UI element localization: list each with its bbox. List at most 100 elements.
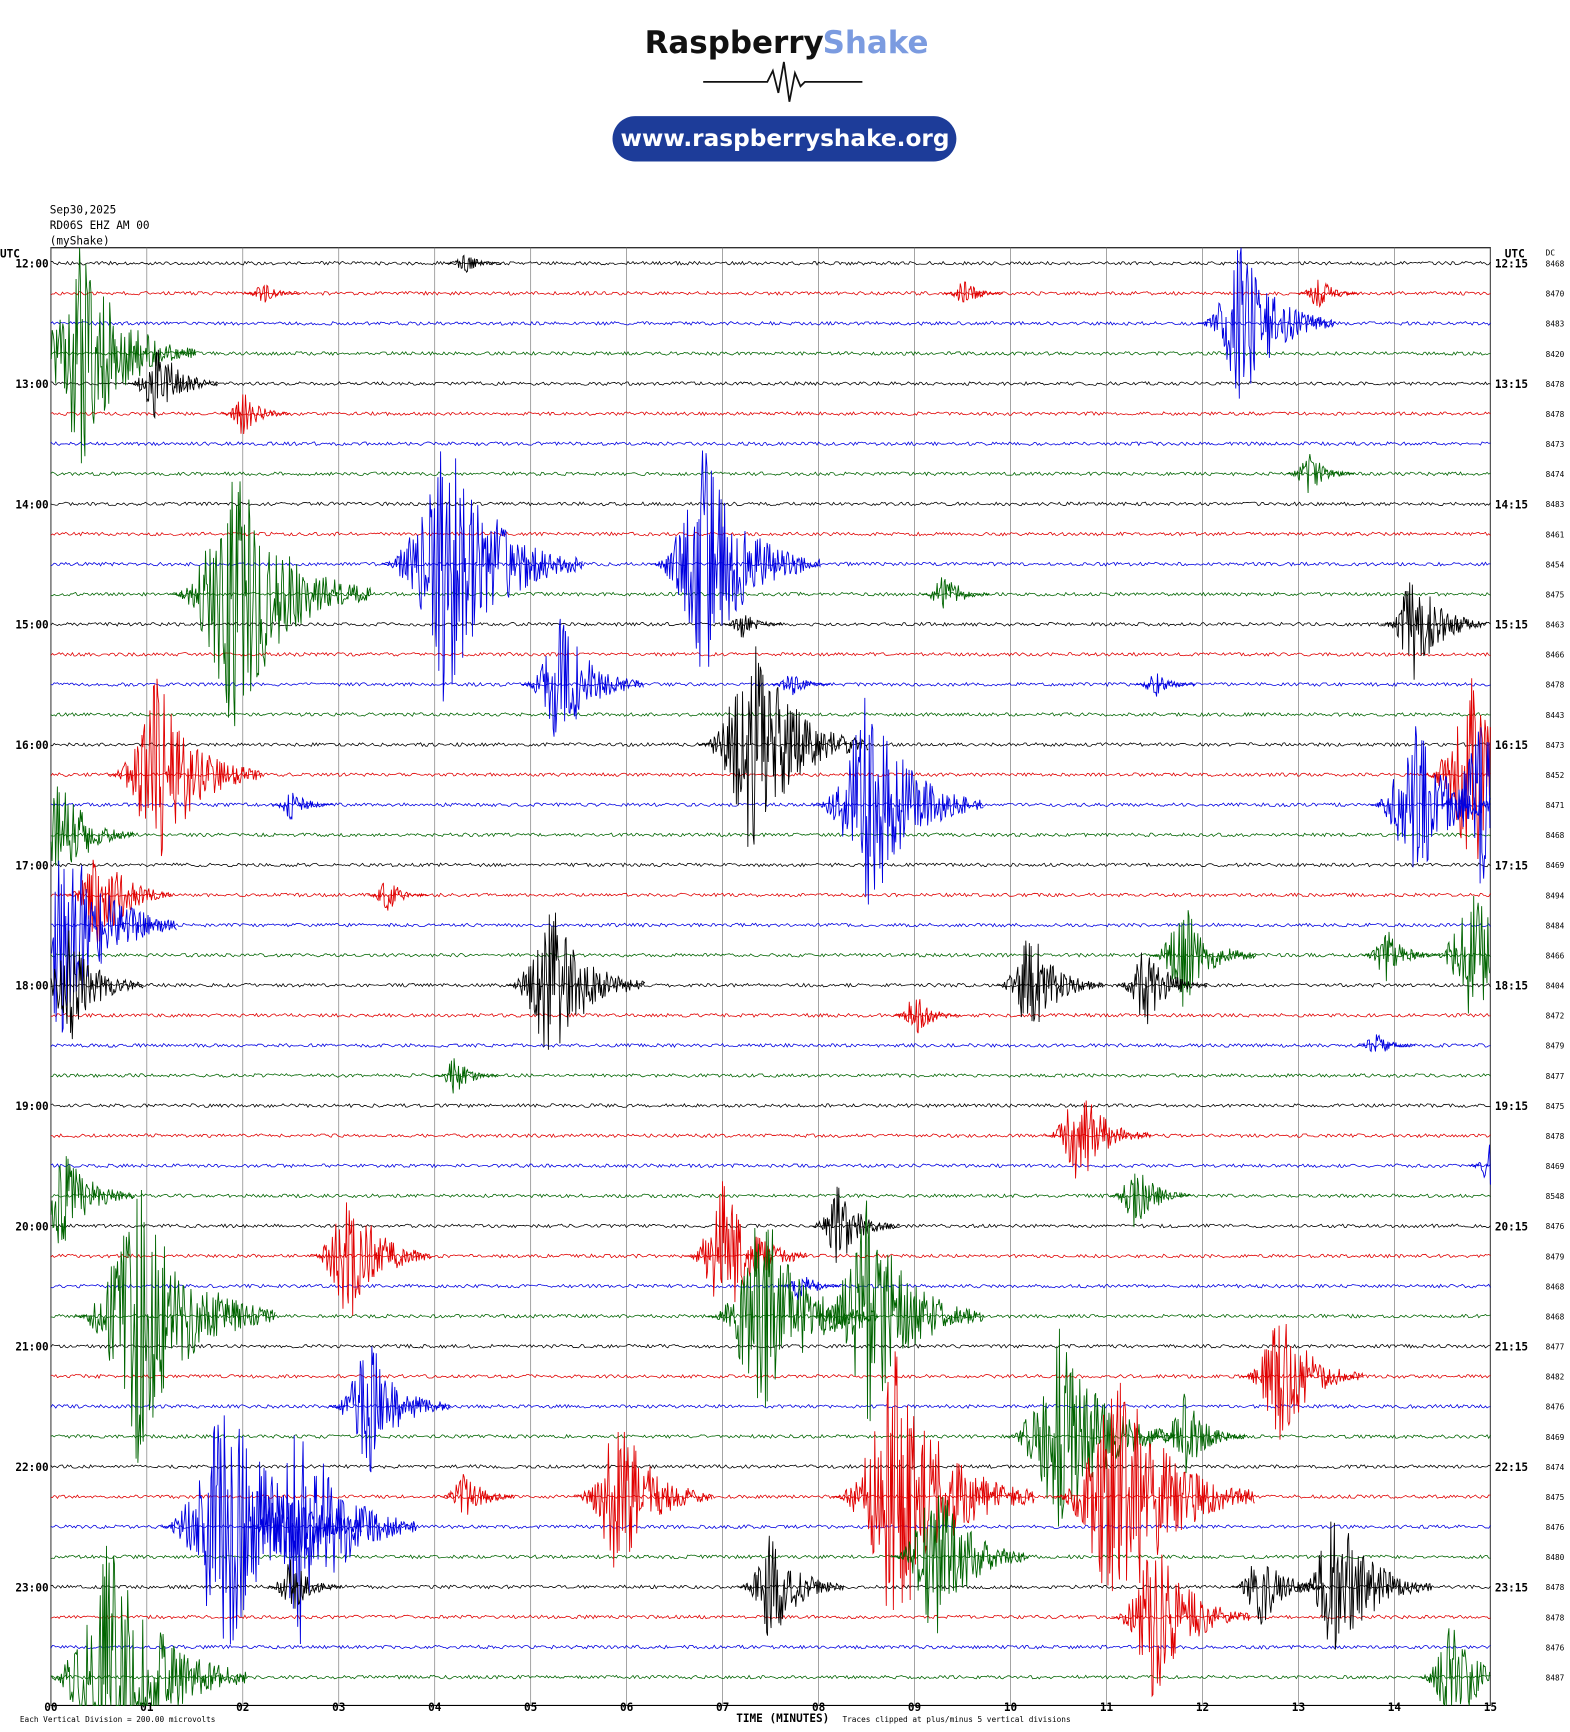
x-tick-label: 15 [1484,1701,1497,1714]
time-label: 20:15 [1495,1220,1528,1233]
time-label: 14:00 [15,498,48,511]
dc-value: 8479 [1546,1042,1565,1051]
seismic-event [440,1474,514,1515]
time-label: 20:00 [15,1220,48,1233]
time-label: 23:15 [1495,1581,1528,1594]
seismic-event [1053,1382,1255,1592]
trace [50,1494,1491,1500]
trace [50,1644,1491,1650]
x-tick-label: 12 [1196,1701,1209,1714]
seismic-event [1423,678,1491,860]
dc-value: 8443 [1546,711,1565,720]
dc-value: 8474 [1546,470,1565,479]
dc-value: 8482 [1546,1373,1565,1382]
dc-value: 8478 [1546,1132,1565,1141]
seismic-event [267,1559,342,1609]
time-label: 23:00 [15,1581,48,1594]
trace [50,1103,1491,1109]
seismic-event [996,940,1104,1022]
unit-label: UTC [1505,248,1525,261]
dc-value: 8484 [1546,921,1565,930]
seismic-event [271,792,333,821]
time-label: 19:15 [1495,1100,1528,1113]
dc-value: 8478 [1546,681,1565,690]
dc-value: 8420 [1546,350,1565,359]
seismic-event [1286,453,1355,493]
seismic-event [1241,1323,1364,1440]
seismic-event [723,615,783,638]
seismic-event [890,1495,1029,1634]
seismic-event [1433,895,1491,1014]
trace [50,772,1491,778]
seismic-event [128,349,218,420]
time-label: 12:15 [1495,258,1528,271]
seismic-event [737,1535,845,1636]
seismic-event [65,859,172,944]
trace [50,1674,1491,1680]
dc-value: 8463 [1546,621,1565,630]
seismic-event [221,394,290,435]
seismic-event [446,254,502,274]
dc-value: 8461 [1546,530,1565,539]
seismic-event [698,646,869,847]
seismic-event [1150,910,1257,1007]
x-tick-label: 07 [716,1701,729,1714]
trace [50,1223,1491,1229]
seismic-event [367,882,429,911]
seismic-event [244,284,300,303]
seismic-event [1356,1034,1416,1053]
dc-value: 8474 [1546,1463,1565,1472]
unit-label: UTC [0,248,20,261]
trace [50,1554,1491,1560]
trace [50,802,1491,808]
x-tick-label: 00 [44,1701,57,1714]
x-tick-label: 04 [428,1701,442,1714]
seismic-event [832,1351,1035,1611]
dc-value: 8468 [1546,1282,1565,1291]
seismic-event [50,786,134,866]
dc-value: 8478 [1546,410,1565,419]
dc-value: 8483 [1546,320,1565,329]
dc-value: 8469 [1546,861,1565,870]
seismic-event [170,481,372,727]
trace [50,741,1491,748]
seismic-event [1437,727,1491,884]
dc-value: 8494 [1546,891,1565,900]
header-line: RD06S EHZ AM 00 [50,219,150,232]
trace [50,982,1491,988]
trace [50,952,1491,958]
seismic-event [1469,1144,1491,1185]
seismic-event [707,1227,879,1408]
x-tick-label: 14 [1388,1701,1402,1714]
dc-header: DC [1546,248,1556,257]
seismic-event [506,912,646,1050]
dc-value: 8477 [1546,1072,1565,1081]
dc-value: 8476 [1546,1643,1565,1652]
x-tick-label: 11 [1100,1701,1114,1714]
seismic-event [1298,279,1360,309]
time-label: 13:00 [15,378,48,391]
trace [50,681,1491,688]
dc-value: 8468 [1546,831,1565,840]
seismic-event [809,1186,901,1263]
dc-value: 8452 [1546,771,1565,780]
dc-value: 8466 [1546,951,1565,960]
seismic-event [1044,1100,1152,1179]
trace [50,1163,1491,1169]
seismic-event [329,1346,451,1473]
seismic-event [433,1058,499,1094]
seismic-event [521,618,644,737]
time-label: 15:15 [1495,619,1528,632]
seismic-event [74,1190,276,1463]
time-label: 16:00 [15,739,48,752]
logo-word: Shake [823,25,929,61]
seismic-event [1370,726,1491,868]
time-label: 18:00 [15,980,48,993]
trace [50,531,1491,537]
plot-frame [50,247,1491,1707]
dc-value: 8477 [1546,1343,1565,1352]
seismic-event [1116,952,1208,1025]
logo-squiggle [703,61,863,102]
seismic-event [944,281,1003,303]
